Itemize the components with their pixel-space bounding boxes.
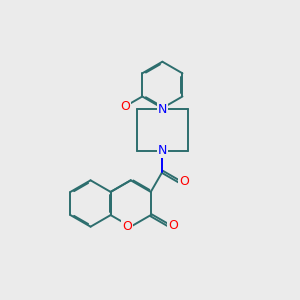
- Text: O: O: [179, 175, 189, 188]
- Text: O: O: [168, 219, 178, 232]
- Text: O: O: [122, 220, 132, 233]
- Text: O: O: [120, 100, 130, 113]
- Text: N: N: [158, 103, 167, 116]
- Text: N: N: [158, 145, 167, 158]
